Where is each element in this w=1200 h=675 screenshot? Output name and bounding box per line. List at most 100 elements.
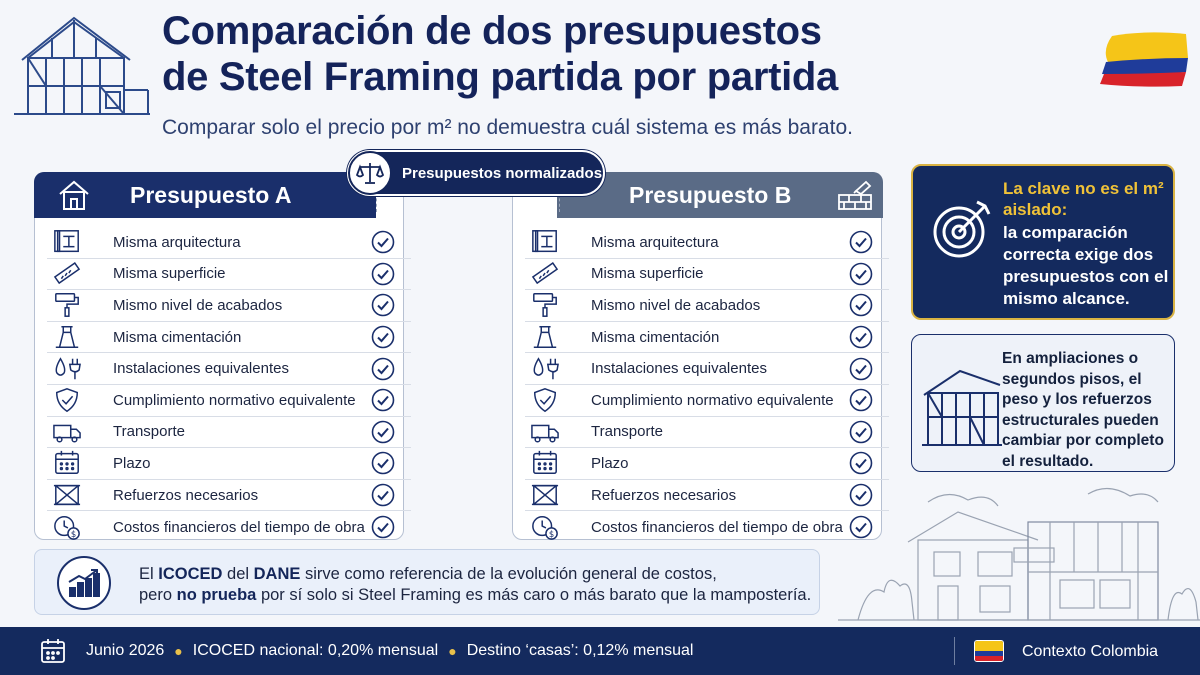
check-icon [371, 357, 395, 380]
check-icon [849, 420, 873, 444]
footer-houses-index: Destino ‘casas’: 0,12% mensual [466, 642, 694, 659]
check-icon [849, 452, 873, 475]
list-item: Mismo nivel de acabados [47, 290, 411, 322]
budget-b-list: Misma arquitectura Misma superficie Mismo … [525, 227, 889, 543]
foundation-icon [47, 323, 87, 351]
footer-date: Junio 2026 [86, 642, 165, 659]
list-item: $ Costos financieros del tiempo de obra [47, 511, 411, 543]
check-icon [371, 420, 395, 444]
blueprint-icon [525, 228, 565, 256]
paint-roller-icon [525, 291, 565, 319]
list-item: Instalaciones equivalentes [525, 353, 889, 385]
steel-frame-house-icon [14, 16, 150, 115]
list-item: $ Costos financieros del tiempo de obra [525, 511, 889, 543]
paint-roller-icon [47, 291, 87, 319]
list-item-label: Misma cimentación [591, 328, 720, 346]
colombia-flag-small-icon [974, 640, 1004, 662]
list-item-label: Plazo [591, 454, 629, 472]
list-item-label: Instalaciones equivalentes [113, 360, 289, 378]
list-item: Transporte [47, 417, 411, 449]
check-icon [371, 483, 395, 507]
list-item: Instalaciones equivalentes [47, 353, 411, 385]
calendar-icon [47, 449, 87, 477]
key-text: la comparación correcta exige dos presup… [1003, 223, 1169, 308]
page-subtitle: Comparar solo el precio por m² no demues… [162, 116, 853, 139]
normalized-badge: Presupuestos normalizados [347, 150, 605, 196]
check-icon [371, 452, 395, 475]
list-item: Mismo nivel de acabados [525, 290, 889, 322]
key-highlight: La clave no es el m² aislado: [1003, 179, 1164, 219]
bracing-icon [47, 481, 87, 509]
note-text: En ampliaciones o segundos pisos, el pes… [1002, 350, 1164, 470]
house-sketch-illustration [838, 487, 1200, 621]
list-item-label: Misma superficie [591, 265, 704, 283]
scale-icon [348, 151, 392, 195]
budget-a-title: Presupuesto A [130, 181, 292, 208]
list-item-label: Mismo nivel de acabados [591, 296, 761, 314]
house-icon [54, 175, 94, 215]
ruler-icon [47, 260, 87, 288]
list-item-label: Refuerzos necesarios [591, 486, 737, 504]
check-icon [849, 262, 873, 286]
list-item: Refuerzos necesarios [47, 480, 411, 512]
calendar-icon [525, 449, 565, 477]
check-icon [849, 325, 873, 349]
list-item-label: Instalaciones equivalentes [591, 360, 767, 378]
list-item-label: Misma superficie [113, 265, 226, 283]
footer-country: Contexto Colombia [1022, 643, 1159, 660]
colombia-flag-icon [1100, 32, 1188, 87]
list-item: Refuerzos necesarios [525, 480, 889, 512]
list-item-label: Plazo [113, 454, 151, 472]
budget-a-list: Misma arquitectura Misma superficie Mismo … [47, 227, 411, 543]
shield-check-icon [525, 386, 565, 414]
list-item: Cumplimiento normativo equivalente [525, 385, 889, 417]
list-item: Plazo [47, 448, 411, 480]
calendar-icon [41, 639, 65, 663]
list-item-label: Refuerzos necesarios [113, 486, 259, 504]
check-icon [371, 294, 395, 317]
shield-check-icon [47, 386, 87, 414]
check-icon [371, 325, 395, 349]
separator-dot: ● [174, 643, 183, 659]
steel-frame-extension-icon [922, 369, 1002, 446]
list-item-label: Cumplimiento normativo equivalente [113, 391, 356, 409]
list-item: Transporte [525, 417, 889, 449]
check-icon [371, 262, 395, 286]
check-icon [371, 230, 395, 254]
list-item: Misma arquitectura [47, 227, 411, 259]
list-item: Plazo [525, 448, 889, 480]
clock-money-icon: $ [47, 513, 87, 541]
structural-note-box: En ampliaciones o segundos pisos, el pes… [911, 334, 1175, 472]
page-title: Comparación de dos presupuestos de Steel… [162, 9, 838, 99]
check-icon [371, 515, 395, 539]
list-item-label: Misma arquitectura [591, 233, 719, 251]
list-item-label: Transporte [591, 423, 663, 441]
blueprint-icon [47, 228, 87, 256]
list-item-label: Transporte [113, 423, 185, 441]
check-icon [849, 357, 873, 380]
info-text: El ICOCED del DANE sirve como referencia… [139, 565, 812, 604]
bracing-icon [525, 481, 565, 509]
list-item: Misma arquitectura [525, 227, 889, 259]
budget-b-panel: Presupuesto B Misma arquitectura Misma su… [512, 172, 889, 541]
footer-national-index: ICOCED nacional: 0,20% mensual [192, 642, 439, 659]
list-item-label: Misma arquitectura [113, 233, 241, 251]
list-item: Misma cimentación [525, 322, 889, 354]
svg-text:$: $ [71, 529, 76, 539]
truck-icon [47, 418, 87, 446]
list-item-label: Cumplimiento normativo equivalente [591, 391, 834, 409]
budget-a-panel: Presupuesto A Misma arquitectura Misma su… [34, 172, 411, 541]
water-plug-icon [525, 355, 565, 383]
separator-dot: ● [448, 643, 457, 659]
trend-chart-icon [57, 556, 111, 610]
key-insight-box: La clave no es el m² aislado: la compara… [911, 164, 1175, 320]
footer-divider [954, 637, 955, 665]
badge-label: Presupuestos normalizados [402, 164, 603, 182]
check-icon [849, 294, 873, 317]
truck-icon [525, 418, 565, 446]
foundation-icon [525, 323, 565, 351]
list-item-label: Misma cimentación [113, 328, 242, 346]
check-icon [849, 515, 873, 539]
budget-b-header: Presupuesto B [557, 172, 883, 218]
ruler-icon [525, 260, 565, 288]
